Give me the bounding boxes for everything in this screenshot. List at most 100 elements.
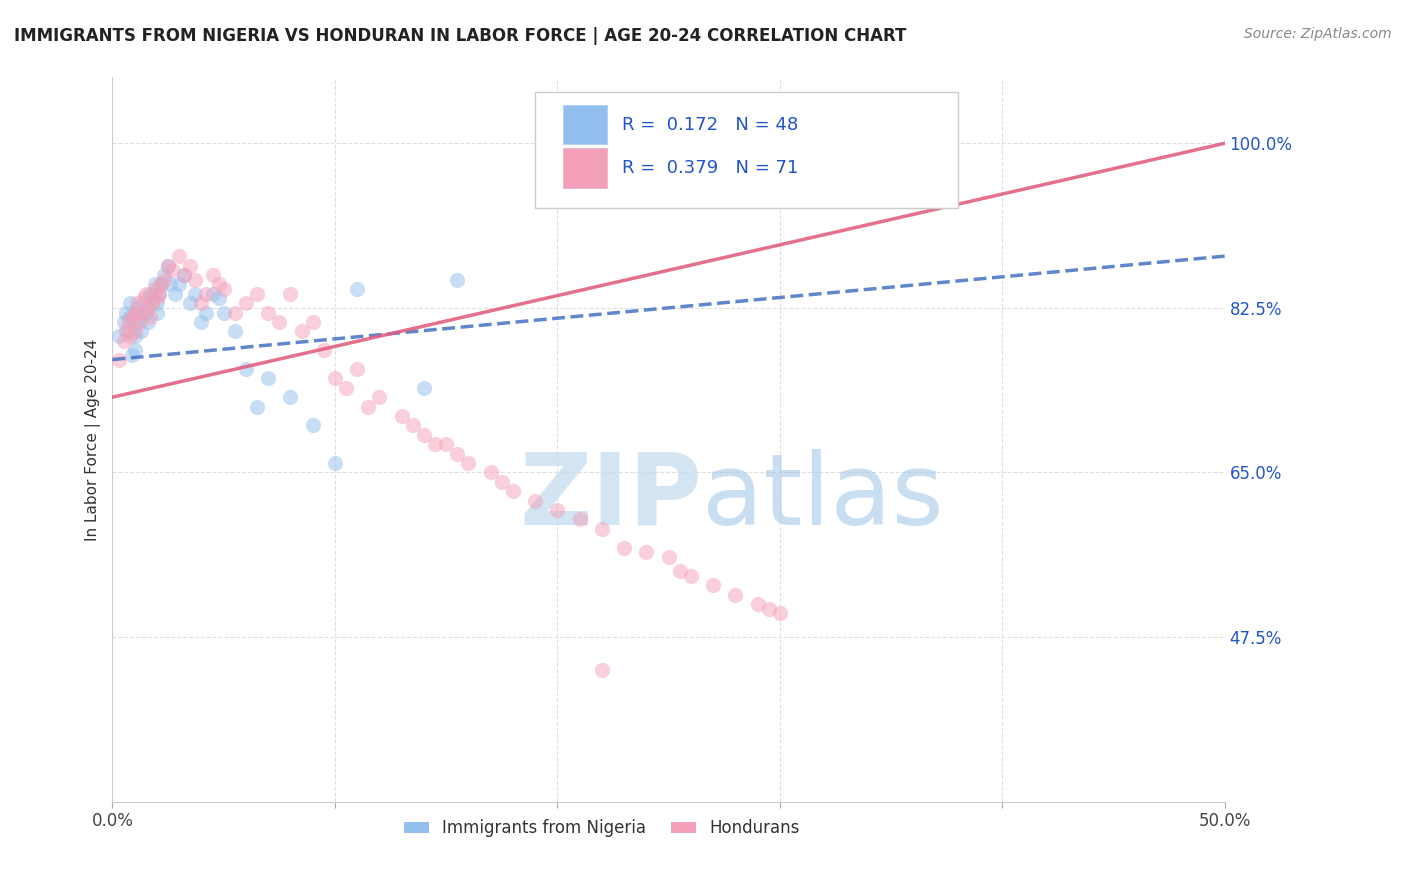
Point [591, 663, 613, 677]
Point [114, 324, 136, 338]
Point [301, 418, 323, 433]
Point [412, 427, 434, 442]
Point [148, 286, 170, 301]
Point [143, 277, 166, 292]
Legend: Immigrants from Nigeria, Hondurans: Immigrants from Nigeria, Hondurans [396, 813, 807, 844]
Point [280, 286, 302, 301]
Point [157, 259, 180, 273]
Point [135, 286, 157, 301]
Point [131, 324, 153, 338]
Point [235, 296, 257, 310]
Point [136, 315, 159, 329]
Point [491, 475, 513, 489]
Point [524, 493, 547, 508]
Point [117, 315, 139, 329]
Point [724, 588, 747, 602]
Point [201, 286, 224, 301]
Point [423, 437, 446, 451]
Point [146, 296, 169, 310]
Point [114, 305, 136, 319]
Point [124, 315, 146, 329]
Point [246, 286, 269, 301]
Point [368, 390, 391, 404]
Point [128, 315, 150, 329]
Point [194, 286, 217, 301]
Text: atlas: atlas [702, 449, 943, 546]
Point [120, 310, 142, 325]
Point [323, 371, 346, 385]
Point [769, 607, 792, 621]
Point [124, 329, 146, 343]
Point [146, 292, 169, 306]
Point [935, 164, 957, 178]
Point [173, 268, 195, 282]
Point [148, 286, 170, 301]
Point [162, 263, 184, 277]
Point [173, 268, 195, 282]
Point [224, 305, 246, 319]
Point [163, 286, 186, 301]
Point [679, 569, 702, 583]
Point [257, 305, 280, 319]
Point [124, 324, 146, 338]
Point [167, 277, 190, 292]
Point [152, 272, 174, 286]
Point [179, 259, 201, 273]
Point [891, 160, 914, 174]
Point [125, 301, 148, 315]
Point [391, 409, 413, 423]
Point [323, 456, 346, 470]
Point [208, 292, 231, 306]
Point [190, 315, 212, 329]
Point [357, 400, 380, 414]
Text: ZIP: ZIP [519, 449, 702, 546]
Point [112, 334, 135, 348]
Point [280, 390, 302, 404]
Text: IMMIGRANTS FROM NIGERIA VS HONDURAN IN LABOR FORCE | AGE 20-24 CORRELATION CHART: IMMIGRANTS FROM NIGERIA VS HONDURAN IN L… [14, 27, 907, 45]
Point [747, 597, 769, 611]
Point [135, 305, 157, 319]
Point [446, 272, 468, 286]
Point [335, 381, 357, 395]
Point [152, 268, 174, 282]
Point [301, 315, 323, 329]
Point [159, 277, 181, 292]
Point [257, 371, 280, 385]
Point [412, 381, 434, 395]
FancyBboxPatch shape [562, 104, 607, 145]
Point [121, 310, 143, 325]
Point [591, 522, 613, 536]
Point [194, 305, 217, 319]
Point [346, 362, 368, 376]
Point [121, 348, 143, 362]
Text: R =  0.172   N = 48: R = 0.172 N = 48 [621, 115, 799, 134]
Point [167, 249, 190, 263]
Text: Source: ZipAtlas.com: Source: ZipAtlas.com [1244, 27, 1392, 41]
Point [446, 447, 468, 461]
Point [112, 315, 135, 329]
Point [269, 315, 291, 329]
Point [502, 484, 524, 499]
Point [290, 324, 312, 338]
Point [120, 329, 142, 343]
Text: R =  0.379   N = 71: R = 0.379 N = 71 [621, 159, 799, 177]
FancyBboxPatch shape [536, 92, 957, 208]
FancyBboxPatch shape [562, 148, 607, 188]
Point [124, 305, 146, 319]
Point [128, 310, 150, 325]
Point [346, 282, 368, 296]
Point [146, 305, 169, 319]
Point [139, 286, 162, 301]
Point [212, 282, 235, 296]
Point [141, 296, 163, 310]
Point [668, 564, 690, 578]
Point [312, 343, 335, 358]
Point [434, 437, 457, 451]
Point [157, 259, 180, 273]
Point [246, 400, 269, 414]
Point [139, 310, 162, 325]
Point [546, 503, 568, 517]
Point [636, 545, 658, 559]
Point [141, 292, 163, 306]
Point [131, 305, 153, 319]
